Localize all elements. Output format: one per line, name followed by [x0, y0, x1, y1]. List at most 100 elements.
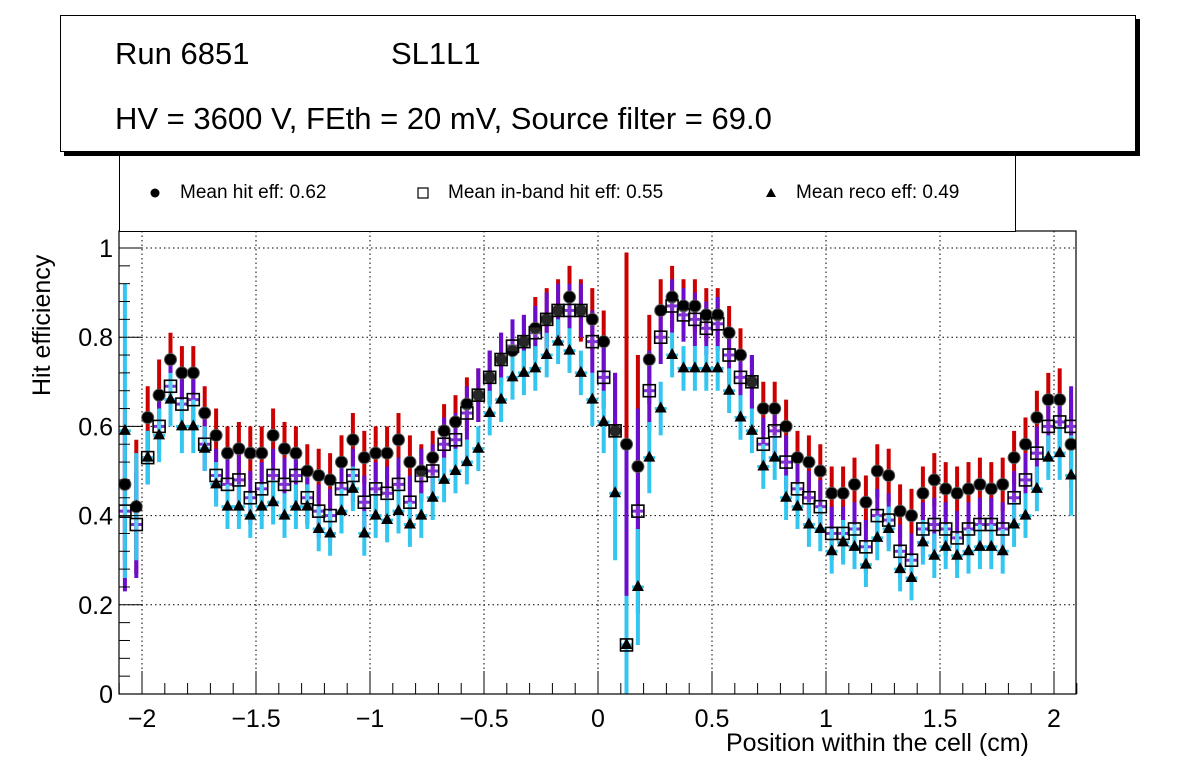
point-hit: [278, 442, 291, 456]
point-reco: [517, 365, 530, 377]
axes: [118, 230, 1078, 695]
point-hit: [335, 455, 348, 469]
point-inband: [232, 473, 246, 487]
point-reco: [597, 414, 610, 426]
point-reco: [563, 343, 576, 355]
point-reco: [141, 450, 154, 462]
point-reco: [472, 441, 485, 453]
point-inband: [1075, 468, 1076, 483]
point-inband: [380, 486, 394, 501]
point-reco: [335, 504, 348, 516]
point-inband: [802, 490, 816, 505]
point-inband: [1064, 419, 1076, 434]
point-inband: [562, 303, 577, 318]
point-reco: [859, 557, 872, 569]
point-inband: [733, 370, 748, 385]
point-reco: [768, 450, 781, 462]
point-reco: [905, 571, 918, 583]
point-reco: [175, 419, 188, 431]
y-tick-label: 0.2: [78, 592, 113, 620]
point-hit: [563, 290, 576, 304]
point-hit: [1041, 393, 1055, 407]
point-reco: [221, 499, 234, 511]
legend-item-reco: Mean reco eff: 0.49: [764, 182, 959, 204]
point-reco: [346, 481, 359, 493]
point-inband: [1007, 490, 1021, 505]
point-reco: [1019, 508, 1032, 520]
point-hit: [437, 424, 451, 438]
point-inband: [642, 383, 657, 398]
point-inband: [870, 508, 885, 523]
point-inband: [129, 517, 144, 532]
point-reco: [506, 370, 519, 382]
legend-label: Mean hit eff: 0.62: [180, 182, 327, 203]
point-inband: [175, 397, 189, 411]
point-reco: [814, 521, 827, 533]
point-hit: [836, 486, 850, 500]
point-hit: [1007, 451, 1021, 465]
point-inband: [323, 508, 337, 523]
point-inband: [539, 312, 554, 327]
point-inband: [368, 482, 383, 496]
point-reco: [153, 428, 166, 440]
point-inband: [779, 455, 793, 469]
point-inband: [186, 392, 201, 407]
point-reco: [666, 348, 679, 360]
point-reco: [1065, 468, 1076, 480]
point-hit: [346, 433, 360, 447]
point-hit: [186, 366, 200, 380]
layer-label: SL1L1: [391, 36, 481, 71]
point-reco: [529, 361, 542, 373]
point-hit: [984, 482, 998, 496]
point-hit: [654, 303, 668, 317]
point-reco: [415, 508, 428, 520]
point-inband: [574, 303, 588, 318]
point-reco: [119, 423, 131, 435]
point-reco: [871, 530, 884, 542]
point-hit: [392, 433, 405, 447]
point-hit: [927, 473, 941, 487]
point-inband: [528, 325, 543, 340]
point-reco: [723, 383, 736, 395]
point-hit: [426, 451, 440, 465]
y-tick-label: 0.8: [78, 324, 113, 352]
point-reco: [1053, 446, 1066, 458]
point-hit: [870, 464, 884, 478]
point-reco: [381, 513, 394, 525]
point-reco: [210, 477, 223, 489]
point-hit: [882, 468, 896, 482]
tick-labels: −2 −1.5 −1 −0.5 0 0.5 1 1.5 2 0 0.2 0.4 0.6 0.8 1: [78, 235, 1061, 733]
settings-label: HV = 3600 V, FEth = 20 mV, Source filter…: [115, 101, 772, 136]
point-hit: [312, 468, 326, 482]
point-hit: [905, 509, 918, 523]
point-inband: [756, 437, 771, 452]
point-reco: [802, 517, 815, 529]
point-reco: [620, 637, 633, 649]
point-reco: [358, 526, 371, 538]
point-inband: [938, 522, 953, 536]
point-inband: [425, 464, 440, 478]
point-hit: [950, 486, 964, 500]
x-tick-label: −1.5: [231, 705, 280, 733]
point-hit: [152, 388, 166, 402]
point-reco: [289, 499, 302, 511]
point-reco: [244, 508, 257, 520]
point-inband: [767, 424, 782, 438]
x-tick-label: −0.5: [459, 705, 508, 733]
point-reco: [1042, 450, 1055, 462]
point-inband: [414, 468, 429, 483]
point-inband: [995, 522, 1010, 536]
point-inband: [277, 477, 292, 492]
point-inband: [448, 432, 463, 447]
point-reco: [848, 539, 861, 551]
point-inband: [357, 495, 372, 510]
point-hit: [323, 473, 337, 487]
point-reco: [392, 504, 405, 516]
point-reco: [540, 348, 553, 360]
point-reco: [403, 517, 416, 529]
point-hit: [232, 442, 246, 456]
point-hit: [756, 402, 770, 416]
x-tick-label: 0.5: [695, 705, 730, 733]
y-axis-title: Hit efficiency: [28, 254, 56, 396]
